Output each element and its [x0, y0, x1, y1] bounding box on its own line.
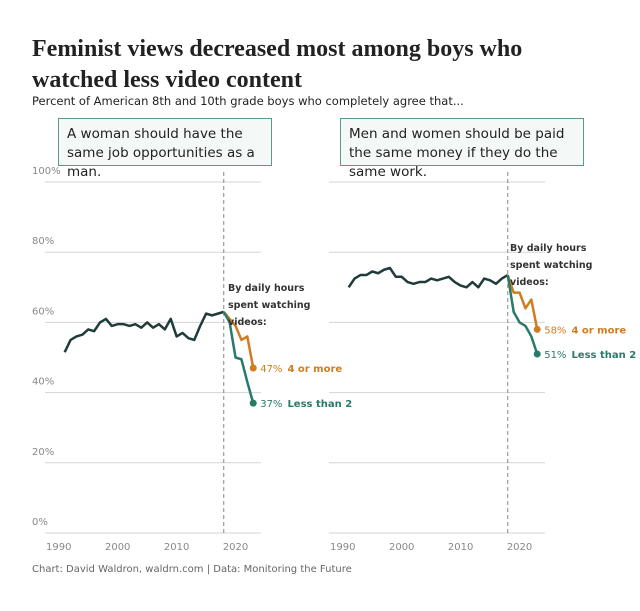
- value-label: 51%: [544, 350, 566, 361]
- x-tick-label: 2020: [507, 542, 532, 553]
- x-tick-label: 2000: [389, 542, 414, 553]
- legend-label: Less than 2: [287, 399, 352, 410]
- end-label: 37% Less than 2: [260, 399, 352, 410]
- legend-label: 4 or more: [571, 325, 626, 336]
- series-line: [347, 266, 509, 289]
- x-tick-label: 2020: [223, 542, 248, 553]
- subtitle: Percent of American 8th and 10th grade b…: [32, 94, 464, 108]
- value-label: 58%: [544, 325, 566, 336]
- y-tick-label: 80%: [32, 236, 54, 247]
- end-point: [533, 350, 541, 358]
- series-line: [506, 274, 539, 355]
- series-line: [63, 310, 225, 353]
- x-tick-label: 2010: [448, 542, 473, 553]
- value-label: 47%: [260, 364, 282, 375]
- legend-label: Less than 2: [571, 350, 636, 361]
- series-line: [222, 311, 255, 369]
- x-tick-label: 2000: [105, 542, 130, 553]
- annotation: By daily hours spent watching videos:: [510, 243, 593, 288]
- x-tick-label: 1990: [46, 542, 71, 553]
- end-point: [249, 399, 257, 407]
- legend-label: 4 or more: [287, 364, 342, 375]
- panel-heading: Men and women should be paid the same mo…: [340, 118, 584, 180]
- series-line: [506, 274, 539, 330]
- panel-heading: A woman should have the same job opportu…: [58, 118, 272, 180]
- y-tick-label: 40%: [32, 377, 54, 388]
- y-tick-label: 100%: [32, 166, 61, 177]
- x-tick-label: 1990: [330, 542, 355, 553]
- y-tick-label: 0%: [32, 517, 48, 528]
- series-line: [222, 311, 255, 404]
- end-label: 47% 4 or more: [260, 364, 342, 375]
- y-tick-label: 20%: [32, 447, 54, 458]
- end-point: [533, 325, 541, 333]
- annotation: By daily hours spent watching videos:: [228, 283, 311, 328]
- end-label: 58% 4 or more: [544, 325, 626, 336]
- end-point: [249, 364, 257, 372]
- end-label: 51% Less than 2: [544, 350, 636, 361]
- x-tick-label: 2010: [164, 542, 189, 553]
- value-label: 37%: [260, 399, 282, 410]
- title: Feminist views decreased most among boys…: [32, 36, 523, 93]
- y-tick-label: 60%: [32, 306, 54, 317]
- footer: Chart: David Waldron, waldrn.com | Data:…: [32, 564, 352, 575]
